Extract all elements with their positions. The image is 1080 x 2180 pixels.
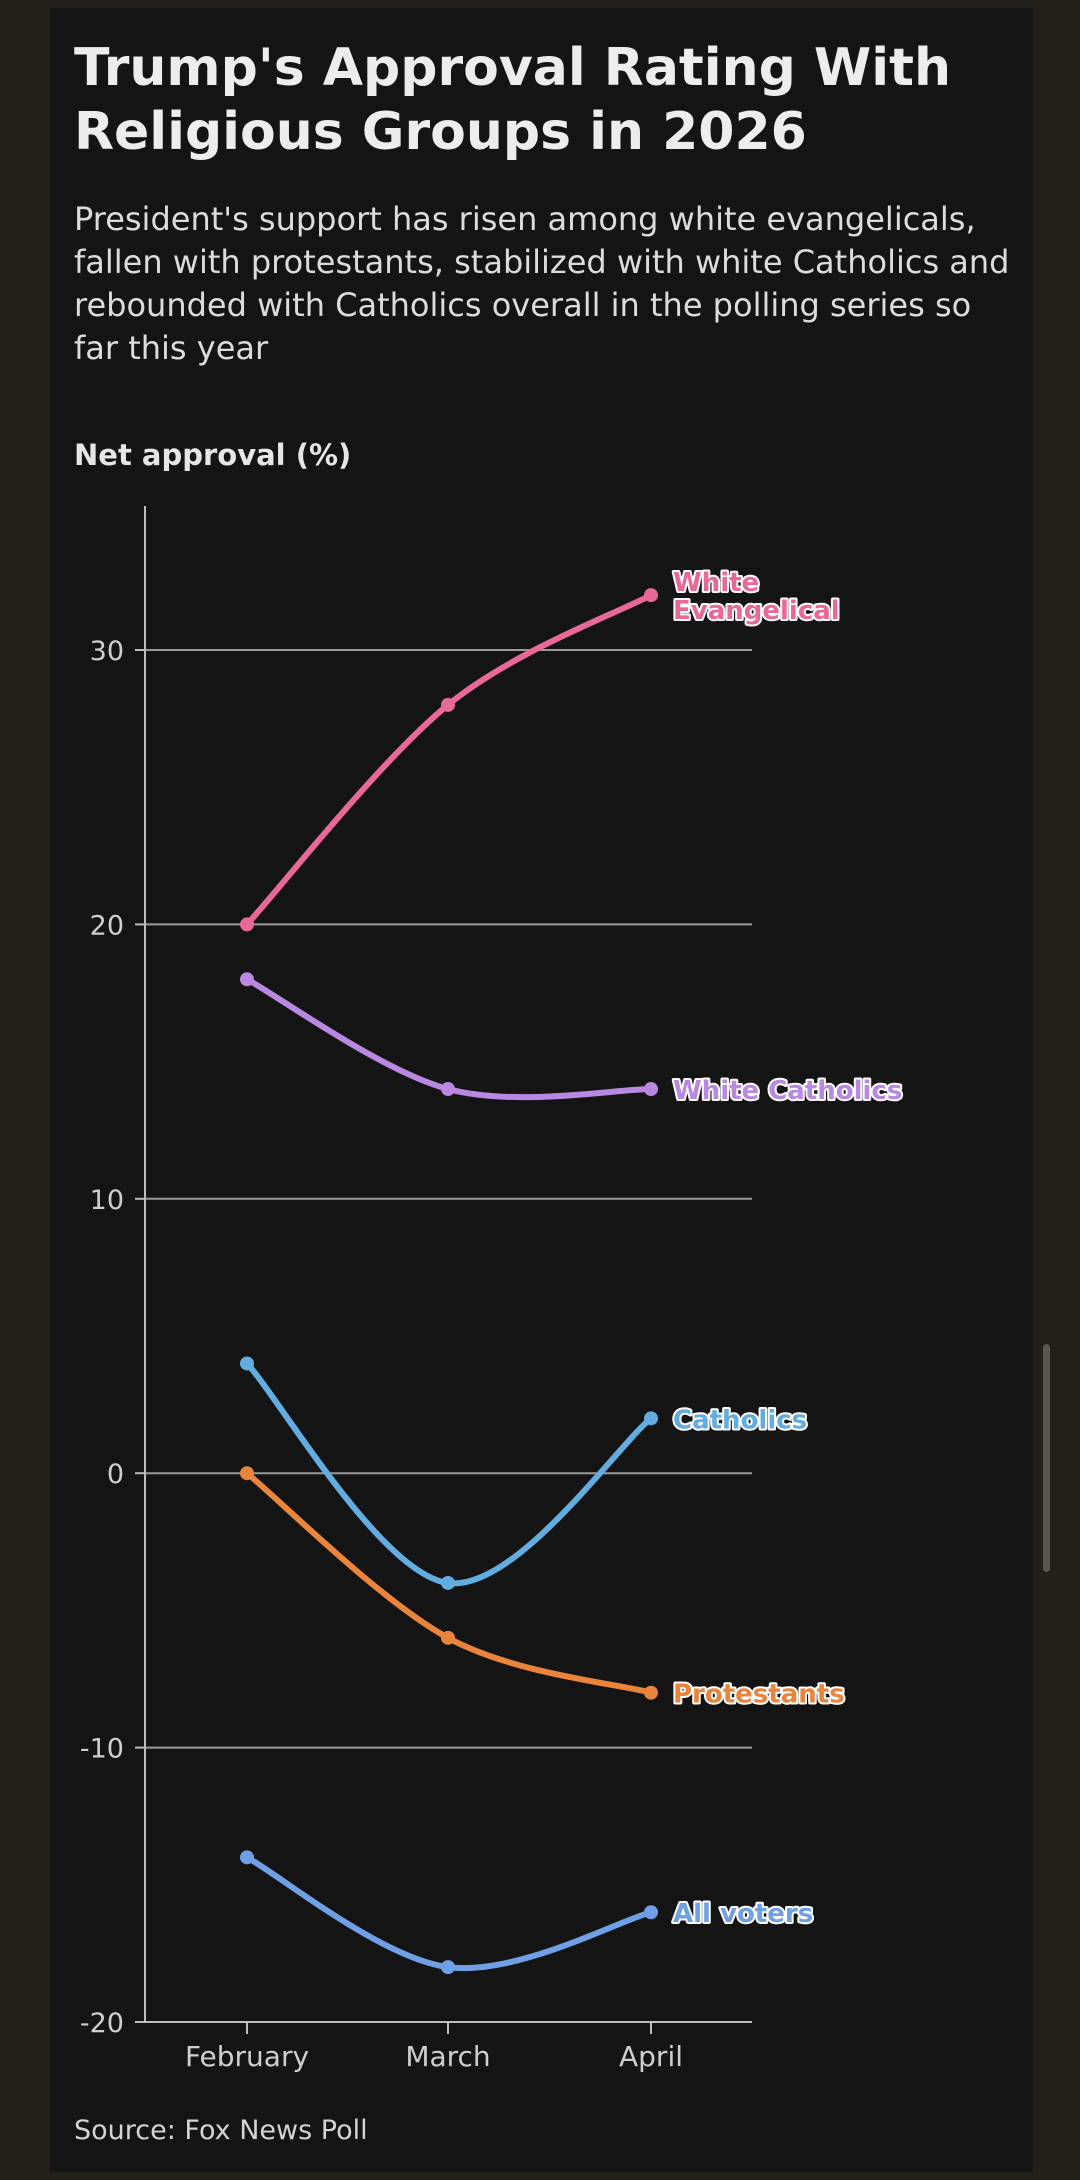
y-axis-label: Net approval (%) xyxy=(74,438,351,472)
series-label-catholics: Catholics xyxy=(673,1405,807,1435)
x-tick-label: March xyxy=(405,2040,490,2073)
scrollbar[interactable] xyxy=(1043,1344,1050,1572)
y-tick-label: 10 xyxy=(90,1185,124,1216)
data-point-white-evangelical xyxy=(240,917,254,932)
series-label-protestants: Protestants xyxy=(673,1680,845,1710)
y-tick-label: -10 xyxy=(80,1734,124,1765)
data-point-white-evangelical xyxy=(441,697,455,712)
x-tick-label: February xyxy=(185,2040,309,2073)
series-label-white-catholics: White Catholics xyxy=(673,1076,902,1106)
data-point-catholics xyxy=(644,1411,658,1426)
x-tick-labels: February March April xyxy=(185,2022,683,2073)
data-point-catholics xyxy=(240,1356,254,1371)
data-point-white-catholics xyxy=(644,1082,658,1097)
data-point-white-catholics xyxy=(240,972,254,987)
series-line-white-evangelical xyxy=(244,592,654,928)
data-point-protestants xyxy=(441,1630,455,1645)
y-tick-label: -20 xyxy=(80,2008,124,2039)
series-label-white-evangelical: Evangelical xyxy=(673,596,840,626)
source-note: Source: Fox News Poll xyxy=(74,2115,368,2146)
y-tick-label: 30 xyxy=(90,636,124,667)
chart-title: Trump's Approval Rating With Religious G… xyxy=(74,38,951,162)
x-tick-label: April xyxy=(619,2040,683,2073)
chart-card xyxy=(50,8,1033,2172)
series-label-white-evangelical: White xyxy=(673,568,759,598)
series-lines xyxy=(240,588,658,1975)
data-point-all-voters xyxy=(240,1850,254,1865)
y-tick-label: 0 xyxy=(107,1459,124,1490)
y-tick-labels: 30 20 10 0 -10 -20 xyxy=(80,636,145,2039)
data-point-protestants xyxy=(644,1685,658,1700)
series-line-all-voters xyxy=(244,1854,654,1972)
data-point-all-voters xyxy=(644,1905,658,1920)
chart-subtitle: President's support has risen among whit… xyxy=(74,200,1010,367)
y-tick-label: 20 xyxy=(90,910,124,941)
data-point-white-evangelical xyxy=(644,588,658,603)
data-point-protestants xyxy=(240,1466,254,1481)
data-point-all-voters xyxy=(441,1960,455,1975)
data-point-white-catholics xyxy=(441,1082,455,1097)
series-line-white-catholics xyxy=(244,976,654,1101)
series-label-all-voters: All voters xyxy=(673,1899,813,1929)
data-point-catholics xyxy=(441,1575,455,1590)
